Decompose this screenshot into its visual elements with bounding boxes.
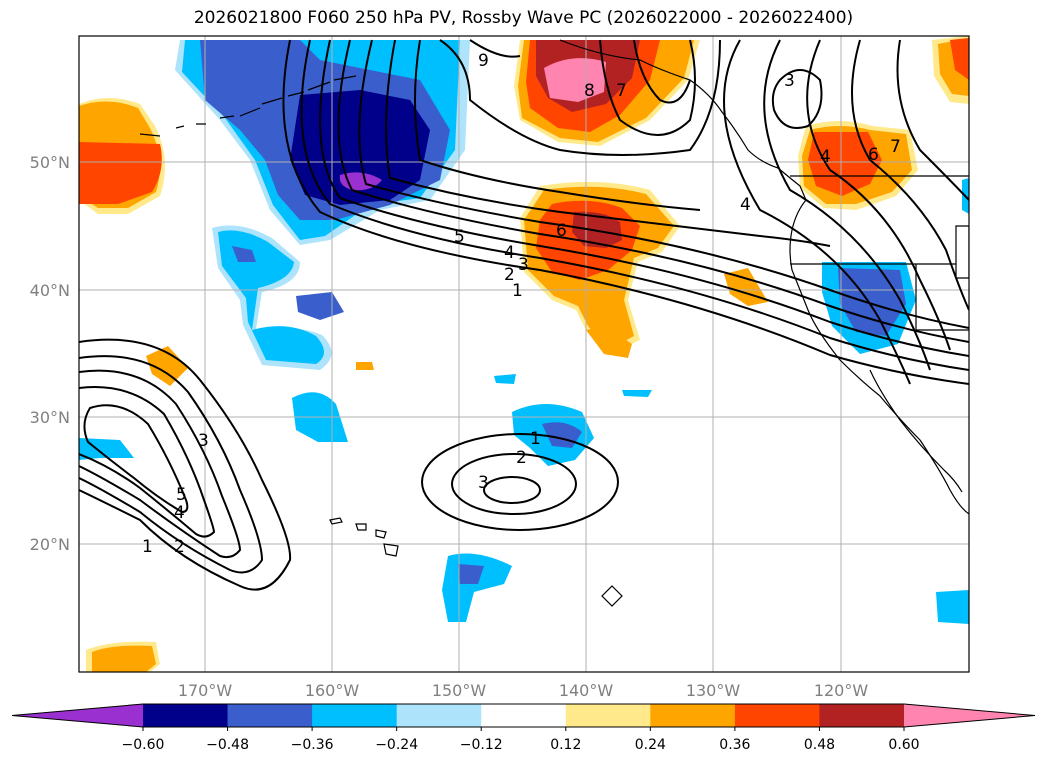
pv-positive-corner-ne-red xyxy=(950,38,969,80)
contour-label: 6 xyxy=(868,145,879,165)
colorbar-swatch xyxy=(396,704,482,727)
pv-negative-blob-blue xyxy=(232,246,344,320)
colorbar-swatch xyxy=(734,704,820,727)
map-title: 2026021800 F060 250 hPa PV, Rossby Wave … xyxy=(193,8,854,28)
lon-label-160w: 160°W xyxy=(305,681,360,700)
contour-label: 3 xyxy=(518,255,529,275)
contour-labels: 9 8 7 3 6 7 4 5 6 4 3 2 1 4 1 2 3 3 5 4 … xyxy=(142,51,901,557)
lat-label-40n: 40°N xyxy=(30,281,70,300)
colorbar-extend-high xyxy=(904,704,1035,727)
colorbar-swatch xyxy=(565,704,651,727)
contour-label: 2 xyxy=(174,537,185,557)
colorbar-swatch xyxy=(227,704,313,727)
colorbar-swatch xyxy=(143,704,229,727)
colorbar-tick-label: 0.12 xyxy=(550,737,581,753)
contour-label: 9 xyxy=(478,51,489,71)
pv-positive-small4 xyxy=(586,326,632,358)
pv-negative-blob4 xyxy=(442,553,512,622)
pv-positive-small2 xyxy=(146,346,188,386)
colorbar-extend-low xyxy=(12,704,143,727)
lat-label-30n: 30°N xyxy=(30,408,70,427)
latitude-labels: 50°N 40°N 30°N 20°N xyxy=(30,153,70,554)
contour-label: 3 xyxy=(784,71,795,91)
longitude-labels: 170°W 160°W 150°W 140°W 130°W 120°W xyxy=(178,681,869,700)
lon-label-120w: 120°W xyxy=(814,681,869,700)
contour-label: 2 xyxy=(516,448,527,468)
contour-label: 5 xyxy=(176,485,187,505)
contour-label: 3 xyxy=(198,431,209,451)
colorbar-tick-label: −0.60 xyxy=(122,737,165,753)
pv-positive-west-red xyxy=(79,142,162,204)
colorbar-tick-label: −0.24 xyxy=(375,737,418,753)
lat-label-20n: 20°N xyxy=(30,535,70,554)
pv-negative-blob6 xyxy=(936,590,969,624)
coastlines xyxy=(139,39,969,607)
lat-label-50n: 50°N xyxy=(30,153,70,172)
colorbar-swatch xyxy=(481,704,567,727)
contour-label: 2 xyxy=(504,265,515,285)
colorbar-tick-label: −0.12 xyxy=(460,737,503,753)
contour-label: 7 xyxy=(616,81,627,101)
lon-label-130w: 130°W xyxy=(686,681,741,700)
contour-label: 4 xyxy=(174,503,185,523)
contour-label: 8 xyxy=(584,81,595,101)
colorbar-swatch xyxy=(819,704,905,727)
contour-label: 1 xyxy=(142,537,153,557)
colorbar-swatch xyxy=(650,704,736,727)
pv-negative-blob-cyan xyxy=(218,230,324,364)
colorbar-tick-label: 0.48 xyxy=(804,737,835,753)
contour-label: 4 xyxy=(820,147,831,167)
contour-label: 1 xyxy=(530,429,541,449)
colorbar-tick-label: −0.48 xyxy=(206,737,249,753)
map-frame xyxy=(78,35,970,673)
pv-positive-small3 xyxy=(356,362,374,370)
graticule xyxy=(79,36,969,672)
contour-label: 4 xyxy=(740,195,751,215)
colorbar-tick-label: 0.36 xyxy=(719,737,750,753)
lon-label-170w: 170°W xyxy=(178,681,233,700)
contour-label: 5 xyxy=(454,227,465,247)
colorbar-tick-label: 0.60 xyxy=(888,737,919,753)
contour-label: 3 xyxy=(478,473,489,493)
pv-positive-small5-orange xyxy=(92,645,156,672)
lon-label-140w: 140°W xyxy=(559,681,614,700)
pv-negative-blob7 xyxy=(79,438,134,460)
contour-label: 7 xyxy=(890,137,901,157)
contour-label: 4 xyxy=(504,243,515,263)
contour-label: 6 xyxy=(556,221,567,241)
colorbar-swatch xyxy=(312,704,398,727)
contour-label: 1 xyxy=(512,281,523,301)
lon-label-150w: 150°W xyxy=(432,681,487,700)
colorbar: −0.60 −0.48 −0.36 −0.24 −0.12 0.12 0.24 0.36 0.4… xyxy=(11,703,1036,753)
colorbar-tick-label: 0.24 xyxy=(635,737,666,753)
pv-negative-blob4-blue xyxy=(458,564,484,584)
colorbar-tick-label: −0.36 xyxy=(291,737,334,753)
pv-positive-northeast-pink xyxy=(544,58,606,102)
rossby-wave-contours xyxy=(79,39,969,591)
